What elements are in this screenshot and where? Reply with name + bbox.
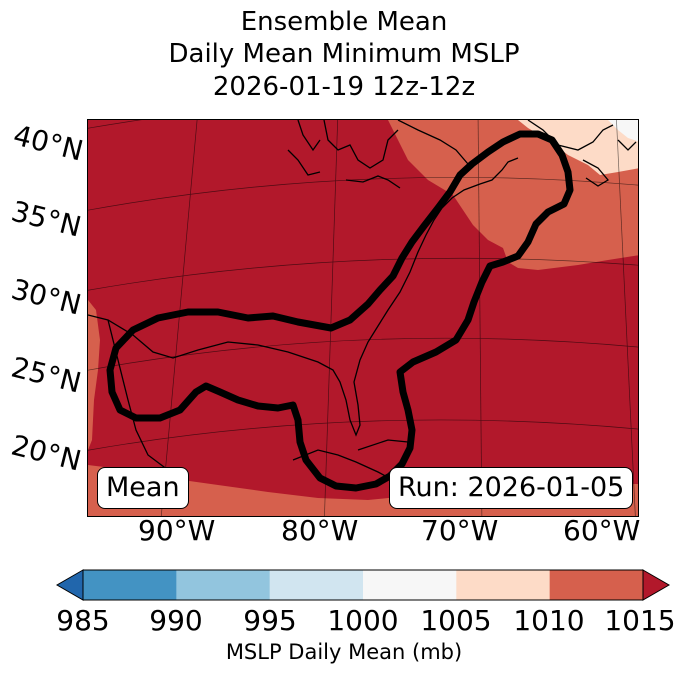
colorbar-segment xyxy=(363,570,457,600)
colorbar-tick-1005: 1005 xyxy=(420,604,492,637)
map-panel: Mean Run: 2026-01-05 xyxy=(87,119,639,517)
colorbar-tick-1015: 1015 xyxy=(604,604,676,637)
title-line-2: Daily Mean Minimum MSLP xyxy=(168,39,520,69)
lon-label-90w: 90°W xyxy=(138,514,216,547)
lat-label-40: 40°N xyxy=(10,118,87,168)
field-pale-northeast xyxy=(608,120,638,142)
colorbar-segment xyxy=(269,570,364,600)
lat-label-25: 25°N xyxy=(8,350,85,400)
field-1005-1010-west xyxy=(88,300,100,450)
title-line-3: 2026-01-19 12z-12z xyxy=(212,72,476,102)
colorbar-tick-1010: 1010 xyxy=(513,604,585,637)
lat-label-35: 35°N xyxy=(8,194,85,244)
colorbar-segment xyxy=(176,570,271,600)
mean-label-box: Mean xyxy=(97,467,189,509)
colorbar-extend-low xyxy=(55,569,84,601)
lon-label-70w: 70°W xyxy=(421,514,499,547)
colorbar-extend-high xyxy=(642,569,671,601)
field-1000-1005-northeast xyxy=(518,120,638,175)
colorbar-segment xyxy=(456,570,551,600)
lat-label-30: 30°N xyxy=(8,272,85,322)
mslp-map xyxy=(88,120,638,516)
lon-label-80w: 80°W xyxy=(281,514,359,547)
colorbar-segment xyxy=(83,570,177,600)
lat-label-20: 20°N xyxy=(8,428,85,478)
colorbar-segments xyxy=(83,570,644,600)
colorbar-segment xyxy=(549,570,644,600)
colorbar-tick-985: 985 xyxy=(56,604,110,637)
title-line-1: Ensemble Mean xyxy=(240,7,448,37)
lon-label-60w: 60°W xyxy=(563,514,641,547)
colorbar-label: MSLP Daily Mean (mb) xyxy=(225,640,463,664)
colorbar-tick-1000: 1000 xyxy=(327,604,399,637)
colorbar-outline xyxy=(82,569,644,601)
run-date-box: Run: 2026-01-05 xyxy=(389,467,634,509)
pressure-contour xyxy=(106,130,574,492)
colorbar xyxy=(55,569,671,601)
colorbar-tick-995: 995 xyxy=(243,604,297,637)
colorbar-tick-990: 990 xyxy=(149,604,203,637)
